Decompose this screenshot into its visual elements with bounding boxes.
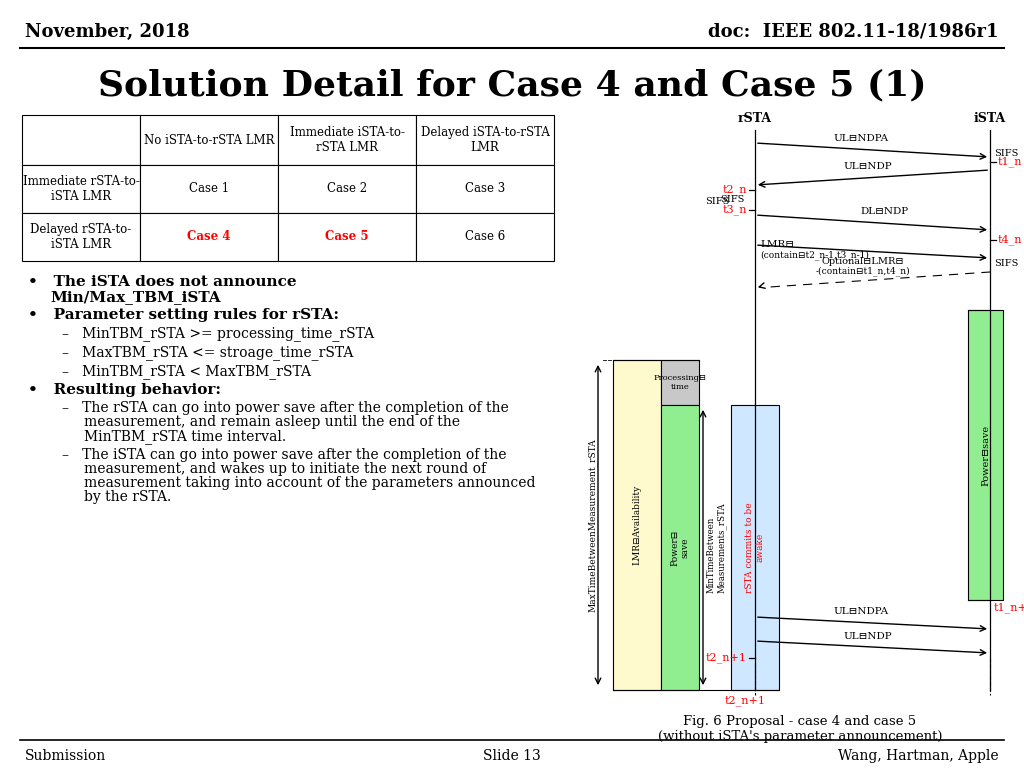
Bar: [278, 213, 416, 261]
Text: Case 4: Case 4: [187, 230, 230, 243]
Bar: [140, 165, 278, 213]
Text: t2_n: t2_n: [723, 184, 746, 195]
Text: –   The rSTA can go into power save after the completion of the: – The rSTA can go into power save after …: [62, 401, 509, 415]
Text: t2_n+1: t2_n+1: [706, 653, 746, 664]
Text: DL⊟NDP: DL⊟NDP: [860, 207, 908, 216]
Text: –   MaxTBM_rSTA <= stroage_time_rSTA: – MaxTBM_rSTA <= stroage_time_rSTA: [62, 345, 353, 360]
Text: Solution Detail for Case 4 and Case 5 (1): Solution Detail for Case 4 and Case 5 (1…: [97, 68, 927, 102]
Text: Processing⊟
time: Processing⊟ time: [653, 374, 707, 391]
Text: Wang, Hartman, Apple: Wang, Hartman, Apple: [839, 749, 999, 763]
Text: Case 1: Case 1: [189, 183, 229, 196]
Text: t1_n+1: t1_n+1: [994, 602, 1024, 613]
Text: Case 6: Case 6: [465, 230, 505, 243]
Bar: [140, 115, 278, 165]
Text: Case 3: Case 3: [465, 183, 505, 196]
Text: t1_n: t1_n: [998, 157, 1023, 167]
Bar: [613, 360, 662, 690]
Text: UL⊟NDPA: UL⊟NDPA: [834, 134, 888, 143]
Text: SIFS: SIFS: [994, 259, 1019, 267]
Text: Delayed iSTA-to-rSTA
LMR: Delayed iSTA-to-rSTA LMR: [421, 126, 550, 154]
Text: rSTA: rSTA: [738, 112, 772, 125]
Bar: [662, 360, 699, 405]
Text: t2_n+1: t2_n+1: [725, 695, 766, 706]
Text: SIFS: SIFS: [720, 196, 744, 204]
Text: •   The iSTA does not announce: • The iSTA does not announce: [28, 275, 297, 289]
Text: November, 2018: November, 2018: [25, 23, 189, 41]
Text: Immediate rSTA-to-
iSTA LMR: Immediate rSTA-to- iSTA LMR: [23, 175, 139, 203]
Text: measurement taking into account of the parameters announced: measurement taking into account of the p…: [84, 476, 536, 490]
Text: MaxTimeBetweenMeasurement_rSTA: MaxTimeBetweenMeasurement_rSTA: [588, 439, 598, 612]
Text: UL⊟NDPA: UL⊟NDPA: [834, 607, 888, 616]
Text: measurement, and remain asleep until the end of the: measurement, and remain asleep until the…: [84, 415, 460, 429]
Text: –   The iSTA can go into power save after the completion of the: – The iSTA can go into power save after …: [62, 448, 507, 462]
Text: iSTA: iSTA: [974, 112, 1007, 125]
Bar: [662, 405, 699, 690]
Text: Power⊟
save: Power⊟ save: [671, 529, 690, 565]
Text: MinTBM_rSTA time interval.: MinTBM_rSTA time interval.: [84, 429, 286, 444]
Text: LMR⊟: LMR⊟: [760, 240, 794, 249]
Text: •   Resulting behavior:: • Resulting behavior:: [28, 383, 221, 397]
Text: SIFS: SIFS: [705, 197, 729, 207]
Text: -(contain⊟t1_n,t4_n): -(contain⊟t1_n,t4_n): [815, 266, 909, 276]
Text: MinTimeBetween
Measurements_rSTA: MinTimeBetween Measurements_rSTA: [707, 502, 727, 593]
Text: Immediate iSTA-to-
rSTA LMR: Immediate iSTA-to- rSTA LMR: [290, 126, 404, 154]
Text: t4_n: t4_n: [998, 235, 1023, 245]
Bar: [278, 115, 416, 165]
Bar: [731, 405, 779, 690]
Text: –   MinTBM_rSTA < MaxTBM_rSTA: – MinTBM_rSTA < MaxTBM_rSTA: [62, 364, 311, 379]
Text: No iSTA-to-rSTA LMR: No iSTA-to-rSTA LMR: [143, 134, 274, 147]
Text: •   Parameter setting rules for rSTA:: • Parameter setting rules for rSTA:: [28, 308, 339, 322]
Bar: [416, 165, 554, 213]
Text: (contain⊟t2_n-1,t3_n-1): (contain⊟t2_n-1,t3_n-1): [760, 250, 869, 260]
Bar: [22, 115, 140, 165]
Text: SIFS: SIFS: [994, 148, 1019, 157]
Bar: [416, 115, 554, 165]
Text: Min/Max_TBM_iSTA: Min/Max_TBM_iSTA: [50, 290, 220, 304]
Text: Power⊟save: Power⊟save: [981, 425, 990, 485]
Text: UL⊟NDP: UL⊟NDP: [844, 632, 892, 641]
Text: UL⊟NDP: UL⊟NDP: [844, 162, 892, 171]
Text: t3_n: t3_n: [723, 204, 746, 215]
Text: by the rSTA.: by the rSTA.: [84, 490, 171, 504]
Text: rSTA commits to be
awake: rSTA commits to be awake: [745, 502, 765, 593]
Text: Case 5: Case 5: [326, 230, 369, 243]
Text: –   MinTBM_rSTA >= processing_time_rSTA: – MinTBM_rSTA >= processing_time_rSTA: [62, 326, 374, 341]
Bar: [22, 213, 140, 261]
Text: Fig. 6 Proposal - case 4 and case 5
(without iSTA's parameter announcement): Fig. 6 Proposal - case 4 and case 5 (wit…: [657, 715, 942, 743]
Text: Optional⊟LMR⊟: Optional⊟LMR⊟: [821, 257, 904, 266]
Bar: [968, 310, 1002, 600]
Text: measurement, and wakes up to initiate the next round of: measurement, and wakes up to initiate th…: [84, 462, 486, 476]
Bar: [22, 165, 140, 213]
Text: doc:  IEEE 802.11-18/1986r1: doc: IEEE 802.11-18/1986r1: [709, 23, 999, 41]
Bar: [416, 213, 554, 261]
Text: Submission: Submission: [25, 749, 106, 763]
Text: LMR⊟Availability: LMR⊟Availability: [633, 485, 641, 565]
Bar: [278, 165, 416, 213]
Text: Delayed rSTA-to-
iSTA LMR: Delayed rSTA-to- iSTA LMR: [31, 223, 132, 251]
Text: Slide 13: Slide 13: [483, 749, 541, 763]
Text: Case 2: Case 2: [327, 183, 367, 196]
Bar: [140, 213, 278, 261]
